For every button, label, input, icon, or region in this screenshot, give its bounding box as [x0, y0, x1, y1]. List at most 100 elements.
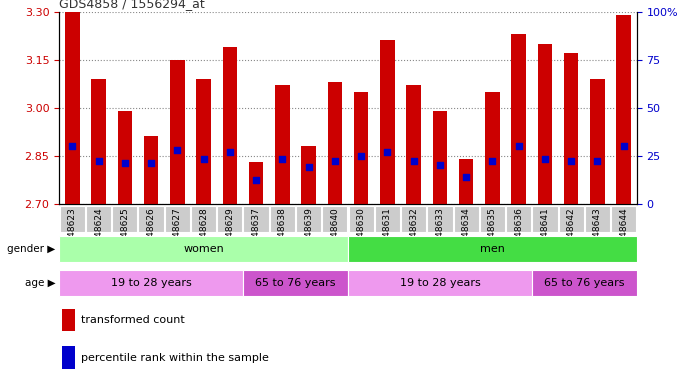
FancyBboxPatch shape — [348, 270, 532, 296]
Text: 65 to 76 years: 65 to 76 years — [255, 278, 335, 288]
Text: GSM948626: GSM948626 — [147, 208, 156, 262]
Bar — [62, 309, 74, 331]
Bar — [170, 60, 184, 204]
Point — [303, 164, 314, 170]
Bar — [91, 79, 106, 204]
Text: GSM948629: GSM948629 — [226, 208, 235, 262]
Text: women: women — [183, 243, 224, 254]
Point — [382, 149, 393, 155]
Bar — [590, 79, 605, 204]
Point — [513, 143, 524, 149]
Point — [539, 156, 551, 162]
Point — [408, 158, 419, 164]
Bar — [301, 146, 316, 204]
Text: GSM948638: GSM948638 — [278, 208, 287, 263]
Text: percentile rank within the sample: percentile rank within the sample — [81, 353, 269, 362]
Text: GSM948639: GSM948639 — [304, 208, 313, 263]
Point — [224, 149, 235, 155]
Bar — [118, 111, 132, 204]
Bar — [564, 53, 578, 204]
Text: GSM948635: GSM948635 — [488, 208, 497, 263]
Text: GSM948640: GSM948640 — [331, 208, 340, 262]
FancyBboxPatch shape — [374, 206, 400, 232]
Point — [566, 158, 577, 164]
FancyBboxPatch shape — [112, 206, 137, 232]
Bar — [62, 346, 74, 369]
Point — [198, 156, 209, 162]
Text: transformed count: transformed count — [81, 315, 185, 325]
Text: GSM948643: GSM948643 — [593, 208, 602, 262]
Bar — [512, 34, 526, 204]
Point — [172, 147, 183, 153]
Point — [487, 158, 498, 164]
Point — [329, 158, 340, 164]
Point — [434, 162, 445, 168]
FancyBboxPatch shape — [244, 206, 269, 232]
Bar — [459, 159, 473, 204]
Bar — [380, 40, 395, 204]
FancyBboxPatch shape — [454, 206, 479, 232]
Point — [93, 158, 104, 164]
FancyBboxPatch shape — [532, 206, 557, 232]
Text: GDS4858 / 1556294_at: GDS4858 / 1556294_at — [59, 0, 205, 10]
Point — [277, 156, 288, 162]
Point — [145, 160, 157, 166]
Text: GSM948630: GSM948630 — [356, 208, 365, 263]
Bar — [354, 91, 368, 204]
Text: 19 to 28 years: 19 to 28 years — [400, 278, 480, 288]
FancyBboxPatch shape — [243, 270, 348, 296]
Bar — [144, 136, 158, 204]
Text: GSM948632: GSM948632 — [409, 208, 418, 262]
FancyBboxPatch shape — [322, 206, 347, 232]
Point — [356, 152, 367, 159]
FancyBboxPatch shape — [296, 206, 322, 232]
Bar — [617, 15, 631, 204]
Bar — [406, 85, 421, 204]
Text: 19 to 28 years: 19 to 28 years — [111, 278, 191, 288]
FancyBboxPatch shape — [611, 206, 636, 232]
Bar — [65, 12, 79, 204]
Bar — [328, 82, 342, 204]
Text: GSM948631: GSM948631 — [383, 208, 392, 263]
Point — [251, 177, 262, 184]
Text: GSM948642: GSM948642 — [567, 208, 576, 262]
Point — [618, 143, 629, 149]
Text: age ▶: age ▶ — [25, 278, 56, 288]
FancyBboxPatch shape — [59, 270, 243, 296]
Point — [67, 143, 78, 149]
Bar — [223, 47, 237, 204]
Bar — [196, 79, 211, 204]
Bar — [433, 111, 447, 204]
Text: GSM948637: GSM948637 — [251, 208, 260, 263]
Text: GSM948636: GSM948636 — [514, 208, 523, 263]
FancyBboxPatch shape — [139, 206, 164, 232]
FancyBboxPatch shape — [427, 206, 452, 232]
FancyBboxPatch shape — [480, 206, 505, 232]
Point — [592, 158, 603, 164]
Text: GSM948644: GSM948644 — [619, 208, 628, 262]
Text: GSM948628: GSM948628 — [199, 208, 208, 262]
FancyBboxPatch shape — [270, 206, 295, 232]
Text: GSM948627: GSM948627 — [173, 208, 182, 262]
Text: GSM948634: GSM948634 — [461, 208, 470, 262]
FancyBboxPatch shape — [349, 206, 374, 232]
FancyBboxPatch shape — [401, 206, 426, 232]
Text: GSM948623: GSM948623 — [68, 208, 77, 262]
FancyBboxPatch shape — [559, 206, 584, 232]
FancyBboxPatch shape — [348, 236, 637, 262]
FancyBboxPatch shape — [165, 206, 190, 232]
Bar — [538, 43, 552, 204]
Text: GSM948624: GSM948624 — [94, 208, 103, 262]
Text: GSM948625: GSM948625 — [120, 208, 129, 262]
FancyBboxPatch shape — [86, 206, 111, 232]
Bar — [275, 85, 290, 204]
Bar — [249, 162, 263, 204]
FancyBboxPatch shape — [506, 206, 531, 232]
Text: GSM948641: GSM948641 — [540, 208, 549, 262]
Point — [461, 174, 472, 180]
Text: 65 to 76 years: 65 to 76 years — [544, 278, 624, 288]
FancyBboxPatch shape — [217, 206, 242, 232]
FancyBboxPatch shape — [585, 206, 610, 232]
Text: gender ▶: gender ▶ — [8, 243, 56, 254]
FancyBboxPatch shape — [60, 206, 85, 232]
